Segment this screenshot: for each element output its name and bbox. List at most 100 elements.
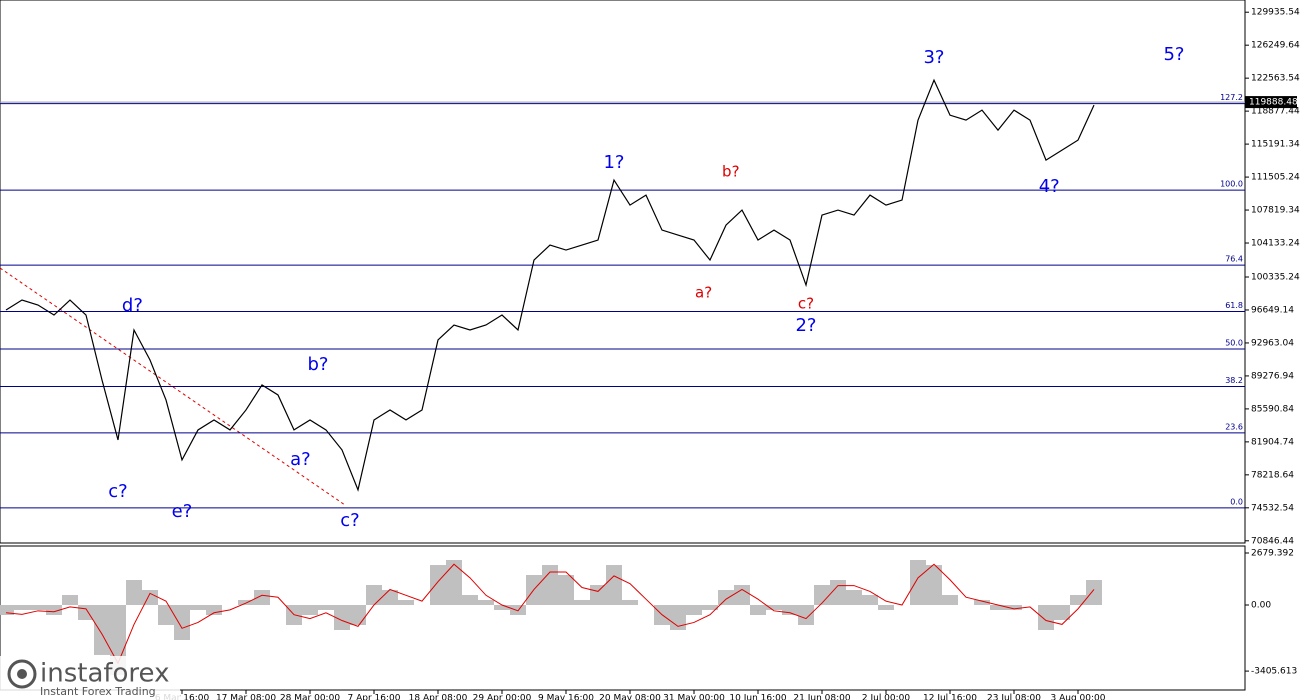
osc-bar	[1054, 604, 1070, 620]
wave-label: c?	[108, 481, 127, 502]
x-tick-label: 21 Jun 08:00	[793, 694, 850, 700]
wave-label: 2?	[795, 315, 816, 336]
osc-bar	[782, 604, 798, 615]
osc-bar	[382, 589, 398, 605]
osc-bar	[398, 599, 414, 605]
osc-bar	[14, 604, 30, 611]
wave-label: b?	[722, 163, 739, 181]
wave-label: 1?	[603, 152, 624, 173]
wave-label: e?	[172, 501, 193, 522]
y-tick-label: 129935.54	[1251, 8, 1300, 18]
wave-label: c?	[340, 510, 359, 531]
y-tick-label: 104133.24	[1251, 239, 1300, 249]
osc-bar	[334, 604, 350, 630]
osc-bar	[926, 565, 942, 605]
y-tick-label: 92963.04	[1251, 338, 1294, 348]
osc-y-tick-label: -3405.613	[1251, 667, 1297, 677]
osc-bar	[238, 599, 254, 605]
osc-bar	[990, 604, 1006, 611]
x-tick-label: 6 Mar 16:00	[155, 694, 210, 700]
osc-bar	[750, 604, 766, 615]
osc-bar	[126, 580, 142, 605]
osc-bar	[846, 589, 862, 605]
fib-level-label: 76.4	[1225, 255, 1243, 264]
osc-bar	[974, 599, 990, 605]
osc-bar	[798, 604, 814, 625]
wave-label: 5?	[1163, 44, 1184, 65]
wave-label: d?	[122, 295, 143, 316]
price-line	[5, 78, 1095, 492]
osc-bar	[0, 604, 14, 615]
watermark: instaforex Instant Forex Trading	[0, 656, 180, 700]
osc-bar	[430, 565, 446, 605]
y-tick-label: 126249.64	[1251, 41, 1300, 51]
osc-bar	[494, 604, 510, 611]
x-tick-label: 7 Apr 16:00	[348, 694, 401, 700]
y-tick-label: 122563.54	[1251, 74, 1300, 84]
x-tick-label: 23 Jul 08:00	[987, 694, 1041, 700]
osc-bar	[478, 599, 494, 605]
x-tick-label: 20 May 08:00	[599, 694, 661, 700]
y-tick-label: 85590.84	[1251, 404, 1294, 414]
x-tick-label: 31 May 00:00	[663, 694, 725, 700]
fib-level-label: 127.2	[1220, 93, 1243, 102]
osc-bar	[302, 604, 318, 615]
osc-bar	[1086, 580, 1102, 605]
osc-bar	[942, 595, 958, 605]
wave-label: c?	[798, 295, 814, 313]
x-tick-label: 3 Aug 00:00	[1051, 694, 1106, 700]
plot-layer: 129935.54 126249.64 122563.54 118877.44 1151…	[0, 8, 1300, 700]
x-tick-label: 29 Apr 00:00	[473, 694, 532, 700]
osc-bar	[174, 604, 190, 640]
osc-bar	[142, 589, 158, 605]
y-tick-label: 118877.44	[1251, 107, 1300, 117]
osc-bar	[94, 604, 110, 655]
wave-label: a?	[290, 449, 311, 470]
osc-bar	[190, 604, 206, 611]
signal-line	[5, 563, 1095, 665]
osc-bar	[574, 599, 590, 605]
y-tick-label: 107819.34	[1251, 206, 1300, 216]
osc-bar	[1038, 604, 1054, 630]
osc-bar	[590, 585, 606, 605]
watermark-logo-dot	[17, 669, 27, 679]
fib-level-label: 23.6	[1225, 422, 1243, 431]
osc-bar	[830, 580, 846, 605]
x-tick-label: 10 Jun 16:00	[729, 694, 786, 700]
last-price-box	[1245, 96, 1297, 109]
osc-y-tick-label: 0.00	[1251, 600, 1271, 610]
osc-bar	[542, 565, 558, 605]
fib-level-label: 50.0	[1225, 338, 1243, 347]
y-tick-label: 74532.54	[1251, 503, 1294, 513]
osc-bar	[62, 595, 78, 605]
osc-bar	[206, 604, 222, 615]
x-tick-label: 2 Jul 00:00	[862, 694, 911, 700]
watermark-name: instaforex	[40, 659, 169, 689]
x-tick-label: 17 Mar 08:00	[216, 694, 276, 700]
osc-bar	[878, 604, 894, 611]
y-tick-label: 89276.94	[1251, 371, 1294, 381]
y-tick-label: 70846.44	[1251, 536, 1294, 546]
osc-bar	[558, 575, 574, 605]
osc-bar	[910, 560, 926, 605]
osc-bar	[446, 560, 462, 605]
osc-bar	[46, 604, 62, 615]
osc-bar	[462, 595, 478, 605]
osc-bar	[158, 604, 174, 625]
x-tick-label: 28 Mar 00:00	[280, 694, 340, 700]
fib-level-label: 0.0	[1230, 497, 1243, 506]
wave-label: 4?	[1039, 176, 1060, 197]
y-tick-label: 81904.74	[1251, 437, 1294, 447]
osc-bar	[350, 604, 366, 625]
fib-level-label: 61.8	[1225, 301, 1243, 310]
osc-bar	[622, 599, 638, 605]
osc-bar	[318, 604, 334, 611]
osc-bar	[1070, 595, 1086, 605]
osc-bar	[862, 595, 878, 605]
osc-y-tick-label: 2679.392	[1251, 548, 1294, 558]
y-tick-label: 78218.64	[1251, 470, 1294, 480]
watermark-logo	[7, 659, 37, 689]
last-price-label: 119888.48	[1249, 98, 1298, 108]
oscillator-panel	[0, 545, 1246, 691]
